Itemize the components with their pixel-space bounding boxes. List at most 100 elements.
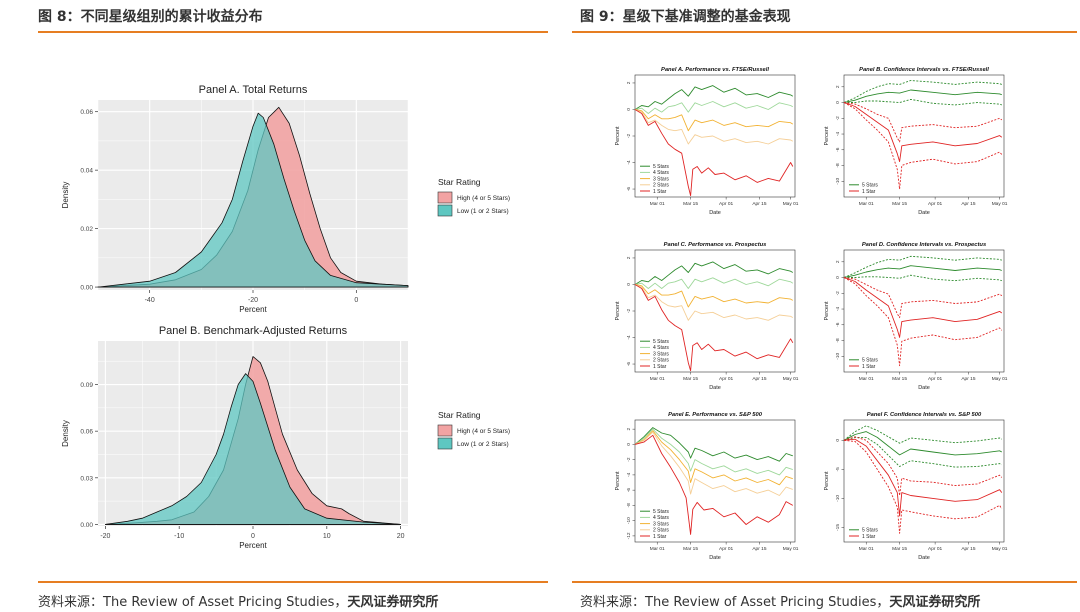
lines-e-legend-label: 3 Stars [653, 521, 669, 527]
lines-a-x-tick-label: Apr 15 [752, 201, 766, 207]
lines-c-x-tick-label: Apr 01 [719, 376, 733, 382]
lines-a-line-2-stars [634, 109, 794, 145]
density-b-legend-label: High (4 or 5 Stars) [457, 428, 510, 435]
density-a-legend-label: High (4 or 5 Stars) [457, 195, 510, 202]
lines-a-x-axis-label: Date [709, 210, 721, 216]
lines-a-y-tick-label: -2 [626, 134, 632, 139]
lines-e-legend-label: 5 Stars [653, 509, 669, 515]
lines-c-y-tick-label: 2 [626, 256, 632, 259]
lines-e-y-tick-label: -2 [626, 457, 632, 462]
lines-e-title: Panel E. Performance vs. S&P 500 [668, 412, 763, 418]
lines-d-legend-label: 5 Stars [862, 358, 878, 364]
lines-e-line-5-stars [634, 427, 793, 462]
lines-f-x-tick-label: May 01 [992, 546, 1008, 552]
fig9-title: 图 9：星级下基准调整的基金表现 [580, 9, 791, 25]
lines-b-x-tick-label: Apr 15 [961, 201, 975, 207]
lines-e-y-tick-label: -10 [626, 517, 632, 524]
lines-f-y-tick-label: -15 [835, 524, 841, 531]
lines-b-legend-label: 5 Stars [862, 183, 878, 189]
lines-f-legend-label: 1 Star [862, 534, 876, 540]
lines-d-y-tick-label: -4 [835, 307, 841, 312]
lines-c-x-tick-label: Mar 15 [683, 376, 698, 382]
lines-f-y-tick-label: -10 [835, 495, 841, 502]
lines-c-y-axis-label: Percent [615, 301, 621, 320]
lines-d-y-tick-label: -10 [835, 352, 841, 359]
lines-e-frame [634, 419, 796, 543]
lines-d-y-axis-label: Percent [824, 301, 830, 320]
lines-b-line-5-stars-lower [844, 98, 1002, 106]
lines-e-x-tick-label: Mar 01 [650, 546, 665, 552]
lines-b-line-1-star-upper [843, 102, 1003, 143]
fig8-source: 资料来源：The Review of Asset Pricing Studies… [38, 591, 438, 610]
lines-d-line-5-stars-upper [843, 255, 1002, 278]
density-b-legend-key [437, 437, 453, 450]
lines-d-line-1-star-lower [843, 277, 1003, 367]
density-a-low-density-area [97, 112, 409, 288]
density-b-x-tick-label: 0 [251, 533, 255, 540]
lines-e-x-tick-label: Mar 15 [683, 546, 698, 552]
density-b-x-tick-label: 10 [323, 533, 331, 540]
density-b-x-tick-label: -20 [100, 533, 110, 540]
lines-d-y-tick-label: 0 [835, 276, 841, 279]
lines-b-y-tick-label: -6 [835, 147, 841, 152]
lines-b-y-tick-label: -10 [835, 177, 841, 184]
fig8-chart-area: Panel A. Total Returns -40 -20 0 0.00 0.02 0.0… [61, 84, 510, 550]
lines-e-x-tick-label: Apr 15 [752, 546, 766, 552]
lines-b-line-1-star-lower [843, 102, 1003, 190]
density-b-x-axis-label: Percent [239, 541, 267, 550]
lines-f-frame [843, 419, 1005, 543]
lines-a-title: Panel A. Performance vs. FTSE/Russell [661, 67, 769, 73]
density-a-panel: Panel A. Total Returns -40 -20 0 0.00 0.02 0.0… [61, 84, 510, 314]
density-a-y-tick-label: 0.04 [80, 168, 93, 175]
lines-d-y-tick-label: 2 [835, 260, 841, 263]
density-a-title: Panel A. Total Returns [199, 84, 308, 96]
lines-e-legend-label: 1 Star [653, 534, 667, 540]
lines-b-line-1-star [843, 102, 1003, 163]
lines-d-x-tick-label: Apr 01 [928, 376, 942, 382]
lines-c-line-1-star [634, 284, 794, 372]
lines-c-panel: Panel C. Performance vs. Prospectus Mar 0… [615, 242, 799, 391]
density-a-x-tick-label: -40 [145, 297, 155, 304]
lines-a-line-1-star [634, 109, 794, 197]
lines-f-x-tick-label: Mar 01 [859, 546, 874, 552]
lines-b-line-5-stars-upper [843, 80, 1002, 103]
lines-d-frame [843, 249, 1005, 373]
lines-a-legend-label: 1 Star [653, 189, 667, 195]
lines-b-legend-label: 1 Star [862, 189, 876, 195]
lines-f-x-tick-label: Apr 15 [961, 546, 975, 552]
density-b-y-tick-label: 0.03 [80, 475, 93, 482]
lines-e-y-tick-label: 2 [626, 427, 632, 430]
density-a-x-tick-label: -20 [248, 297, 258, 304]
lines-d-panel: Panel D. Confidence Intervals vs. Prospe… [824, 242, 1008, 391]
lines-e-legend-label: 4 Stars [653, 515, 669, 521]
lines-a-x-tick-label: May 01 [783, 201, 799, 207]
lines-b-y-tick-label: -4 [835, 132, 841, 137]
lines-e-legend-label: 2 Stars [653, 528, 669, 534]
lines-c-y-tick-label: -2 [626, 309, 632, 314]
lines-a-y-tick-label: 0 [626, 108, 632, 111]
lines-a-legend-label: 3 Stars [653, 176, 669, 182]
lines-b-x-axis-label: Date [918, 210, 930, 216]
lines-a-x-tick-label: Mar 15 [683, 201, 698, 207]
fig8-source-prefix: 资料来源： [38, 595, 104, 610]
lines-f-line-5-stars [843, 431, 1003, 456]
density-a-y-tick-label: 0.00 [80, 285, 93, 292]
density-a-legend-label: Low (1 or 2 Stars) [457, 208, 509, 215]
fig9-bottom-rule [572, 581, 1077, 583]
lines-f-line-1-star [843, 438, 1003, 517]
density-b-panel: Panel B. Benchmark-Adjusted Returns -20 -1… [61, 325, 510, 550]
lines-d-x-tick-label: May 01 [992, 376, 1008, 382]
lines-e-y-tick-label: -4 [626, 472, 632, 477]
lines-d-x-tick-label: Mar 01 [859, 376, 874, 382]
lines-c-y-tick-label: -4 [626, 335, 632, 340]
lines-f-title: Panel F. Confidence Intervals vs. S&P 50… [867, 412, 982, 418]
fig8-top-rule [38, 31, 548, 33]
lines-c-legend-label: 5 Stars [653, 339, 669, 345]
lines-b-x-tick-label: May 01 [992, 201, 1008, 207]
lines-c-x-tick-label: May 01 [783, 376, 799, 382]
lines-f-x-tick-label: Apr 01 [928, 546, 942, 552]
lines-d-legend-label: 1 Star [862, 364, 876, 370]
lines-f-panel: Panel F. Confidence Intervals vs. S&P 50… [824, 412, 1008, 561]
lines-c-legend-label: 1 Star [653, 364, 667, 370]
lines-a-x-tick-label: Apr 01 [719, 201, 733, 207]
